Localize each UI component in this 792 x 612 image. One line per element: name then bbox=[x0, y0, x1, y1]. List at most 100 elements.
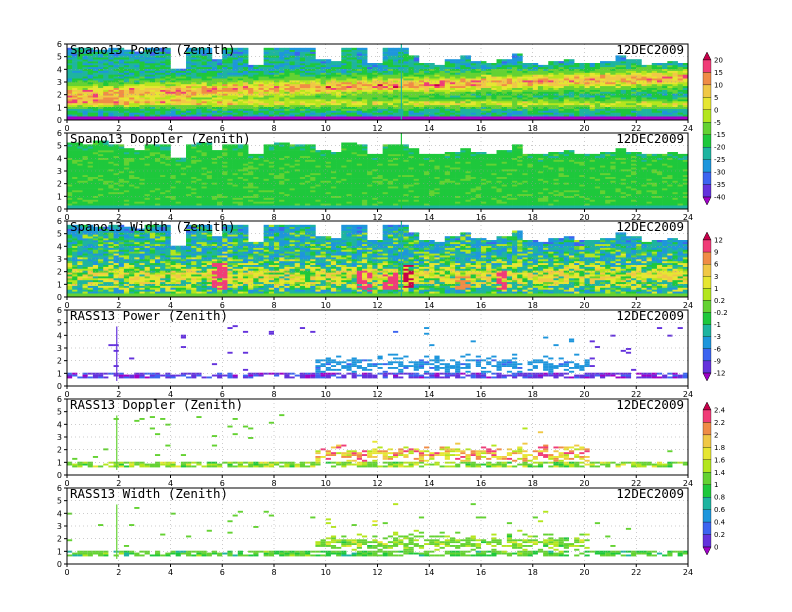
heatmap-cell bbox=[284, 110, 290, 113]
heatmap-cell bbox=[129, 195, 135, 198]
heatmap-cell bbox=[491, 106, 497, 109]
heatmap-cell bbox=[403, 83, 409, 87]
heatmap-cell bbox=[211, 59, 218, 62]
heatmap-cell bbox=[160, 91, 166, 94]
heatmap-cell bbox=[232, 89, 239, 92]
heatmap-cell bbox=[372, 118, 378, 120]
heatmap-cell bbox=[336, 72, 342, 75]
heatmap-cell bbox=[237, 63, 244, 66]
heatmap-cell bbox=[496, 114, 502, 117]
heatmap-cell bbox=[103, 207, 109, 209]
heatmap-cell bbox=[315, 83, 321, 87]
heatmap-cell bbox=[154, 150, 161, 153]
heatmap-cell bbox=[191, 112, 197, 115]
heatmap-cell bbox=[470, 66, 477, 69]
heatmap-cell bbox=[284, 95, 290, 98]
heatmap-cell bbox=[424, 93, 430, 96]
heatmap-cell bbox=[144, 68, 151, 71]
heatmap-cell bbox=[677, 106, 684, 109]
heatmap-cell bbox=[667, 63, 673, 66]
heatmap-cell bbox=[496, 112, 502, 115]
heatmap-cell bbox=[77, 203, 83, 206]
heatmap-cell bbox=[258, 80, 264, 83]
heatmap-cell bbox=[175, 161, 182, 164]
heatmap-cell bbox=[123, 95, 130, 98]
heatmap-cell bbox=[651, 70, 658, 73]
heatmap-cell bbox=[361, 99, 368, 102]
heatmap-cell bbox=[175, 165, 182, 168]
heatmap-cell bbox=[196, 57, 202, 60]
heatmap-cell bbox=[543, 110, 549, 113]
heatmap-cell bbox=[413, 55, 420, 58]
heatmap-cell bbox=[175, 78, 182, 81]
heatmap-cell bbox=[449, 68, 456, 71]
heatmap-cell bbox=[222, 61, 228, 64]
heatmap-cell bbox=[196, 186, 202, 189]
heatmap-cell bbox=[429, 116, 435, 119]
heatmap-cell bbox=[320, 95, 327, 98]
heatmap-cell bbox=[227, 49, 233, 52]
heatmap-cell bbox=[506, 63, 513, 66]
heatmap-cell bbox=[72, 174, 78, 177]
heatmap-cell bbox=[186, 186, 192, 189]
heatmap-cell bbox=[646, 80, 653, 83]
heatmap-cell bbox=[631, 59, 637, 62]
heatmap-cell bbox=[98, 104, 104, 107]
heatmap-cell bbox=[688, 107, 693, 109]
heatmap-cell bbox=[600, 66, 606, 69]
heatmap-cell bbox=[134, 205, 140, 208]
heatmap-cell bbox=[160, 74, 166, 77]
heatmap-cell bbox=[299, 59, 306, 62]
heatmap-cell bbox=[242, 118, 249, 120]
heatmap-cell bbox=[393, 66, 399, 69]
heatmap-cell bbox=[191, 95, 197, 98]
heatmap-cell bbox=[154, 64, 161, 68]
heatmap-cell bbox=[279, 87, 285, 90]
heatmap-cell bbox=[222, 70, 228, 73]
heatmap-cell bbox=[682, 106, 688, 109]
heatmap-cell bbox=[87, 180, 94, 183]
heatmap-cell bbox=[517, 95, 523, 98]
heatmap-cell bbox=[92, 102, 99, 106]
heatmap-cell bbox=[165, 195, 171, 198]
heatmap-cell bbox=[636, 99, 642, 102]
heatmap-cell bbox=[211, 68, 218, 71]
heatmap-cell bbox=[439, 104, 446, 107]
heatmap-cell bbox=[408, 97, 415, 100]
heatmap-cell bbox=[82, 152, 88, 155]
heatmap-cell bbox=[548, 63, 554, 66]
heatmap-cell bbox=[543, 80, 549, 83]
heatmap-cell bbox=[274, 112, 280, 115]
heatmap-cell bbox=[481, 108, 487, 111]
heatmap-cell bbox=[77, 66, 83, 69]
heatmap-cell bbox=[377, 110, 383, 113]
heatmap-cell bbox=[170, 78, 176, 81]
heatmap-cell bbox=[594, 80, 601, 83]
heatmap-cell bbox=[144, 201, 151, 204]
heatmap-cell bbox=[258, 116, 264, 119]
heatmap-cell bbox=[600, 87, 606, 90]
heatmap-cell bbox=[356, 112, 363, 115]
heatmap-cell bbox=[175, 195, 182, 198]
heatmap-cell bbox=[636, 68, 642, 71]
heatmap-cell bbox=[460, 63, 466, 66]
heatmap-cell bbox=[496, 97, 502, 100]
heatmap-cell bbox=[258, 110, 264, 113]
heatmap-cell bbox=[377, 93, 383, 96]
heatmap-cell bbox=[631, 110, 637, 113]
heatmap-cell bbox=[206, 99, 213, 102]
heatmap-cell bbox=[548, 66, 554, 69]
heatmap-cell bbox=[553, 97, 559, 100]
heatmap-cell bbox=[170, 193, 176, 196]
heatmap-cell bbox=[341, 68, 347, 71]
heatmap-cell bbox=[418, 102, 425, 106]
heatmap-cell bbox=[574, 102, 580, 106]
heatmap-cell bbox=[289, 114, 295, 117]
heatmap-cell bbox=[160, 144, 166, 147]
heatmap-cell bbox=[186, 93, 192, 96]
heatmap-cell bbox=[672, 95, 678, 98]
heatmap-cell bbox=[242, 102, 249, 106]
heatmap-cell bbox=[139, 72, 145, 75]
heatmap-cell bbox=[113, 144, 120, 147]
heatmap-cell bbox=[563, 76, 570, 79]
